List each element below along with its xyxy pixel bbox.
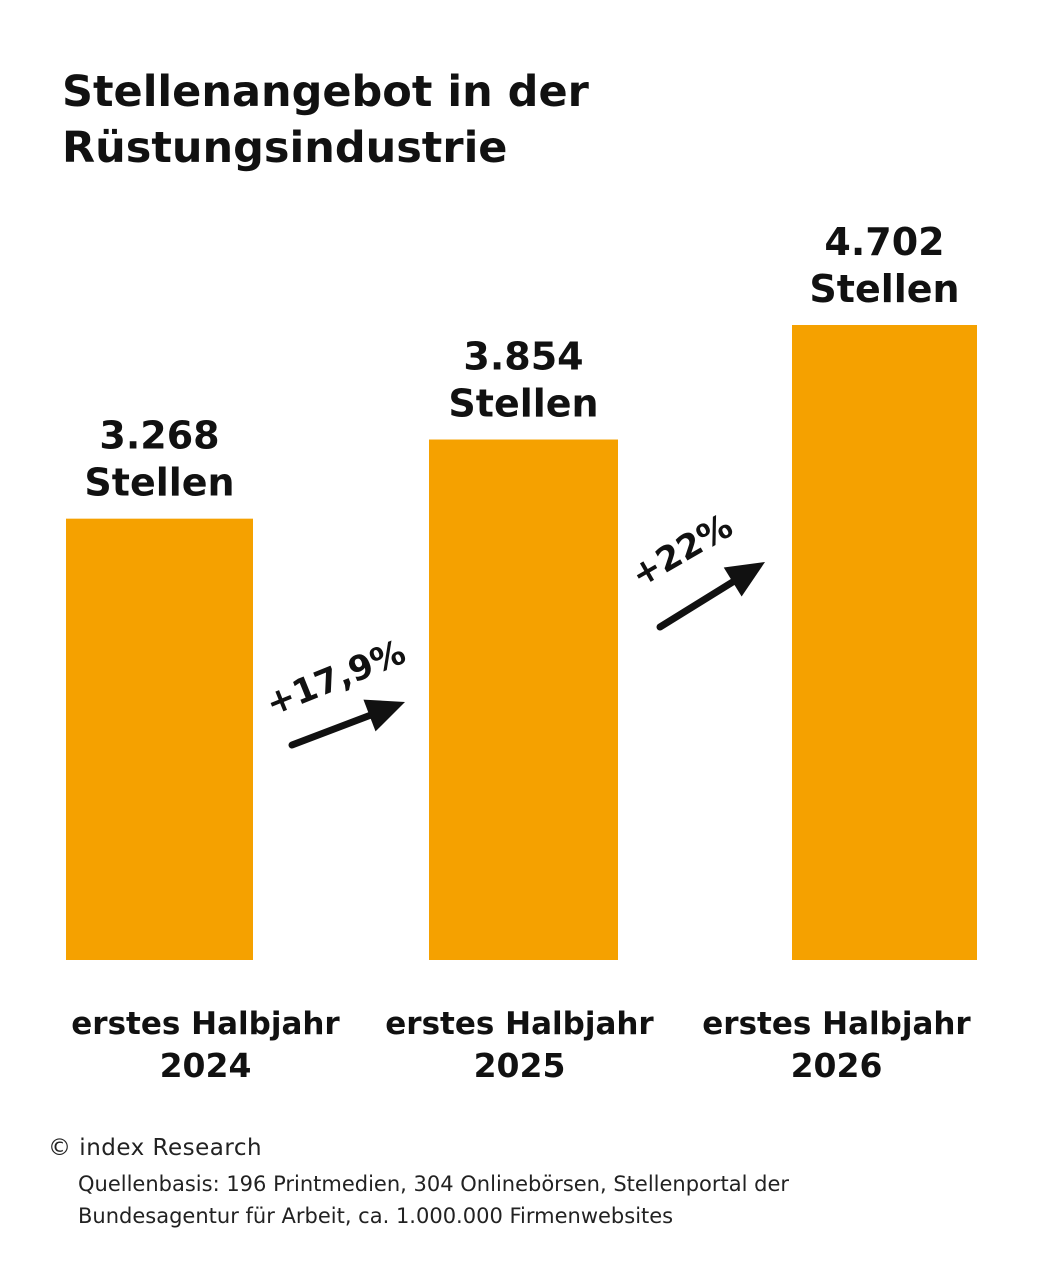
- category-year-3: 2026: [791, 1046, 883, 1085]
- bar-2: [429, 439, 618, 960]
- bar-1: [66, 518, 253, 960]
- category-year-1: 2024: [160, 1046, 252, 1085]
- change-arrow-shaft-1: [288, 710, 377, 749]
- change-annotation-2: +22%: [625, 506, 765, 631]
- change-label-2: +22%: [625, 506, 740, 596]
- category-label-2: erstes Halbjahr 2025: [385, 1006, 654, 1085]
- change-annotation-1: +17,9%: [260, 632, 411, 749]
- bar-unit-1: Stellen: [84, 461, 234, 505]
- bar-3: [792, 325, 977, 960]
- category-label-3: erstes Halbjahr 2026: [702, 1006, 971, 1085]
- bar-value-3: 4.702: [824, 220, 944, 264]
- chart-title-line-2: Rüstungsindustrie: [62, 123, 508, 173]
- bar-value-1: 3.268: [99, 414, 219, 458]
- bar-unit-2: Stellen: [448, 382, 598, 426]
- chart-title-line-1: Stellenangebot in der: [62, 67, 589, 117]
- bar-unit-3: Stellen: [809, 267, 959, 311]
- change-arrow-icon-1: [363, 699, 405, 732]
- category-year-2: 2025: [474, 1046, 566, 1085]
- category-period-3: erstes Halbjahr: [702, 1006, 971, 1042]
- change-arrow-icon-2: [723, 562, 765, 597]
- change-arrow-shaft-2: [656, 576, 740, 631]
- bars-group: [66, 325, 977, 960]
- category-period-1: erstes Halbjahr: [71, 1006, 340, 1042]
- bar-value-2: 3.854: [463, 335, 583, 379]
- footer: © index Research Quellenbasis: 196 Print…: [48, 1132, 1008, 1232]
- chart-title: Stellenangebot in der Rüstungsindustrie: [62, 64, 962, 176]
- source-note-line-1: Quellenbasis: 196 Printmedien, 304 Onlin…: [78, 1172, 790, 1196]
- source-note: Quellenbasis: 196 Printmedien, 304 Onlin…: [78, 1168, 1008, 1232]
- source-note-line-2: Bundesagentur für Arbeit, ca. 1.000.000 …: [78, 1204, 674, 1228]
- copyright-note: © index Research: [48, 1135, 263, 1161]
- category-period-2: erstes Halbjahr: [385, 1006, 654, 1042]
- category-label-1: erstes Halbjahr 2024: [71, 1006, 340, 1085]
